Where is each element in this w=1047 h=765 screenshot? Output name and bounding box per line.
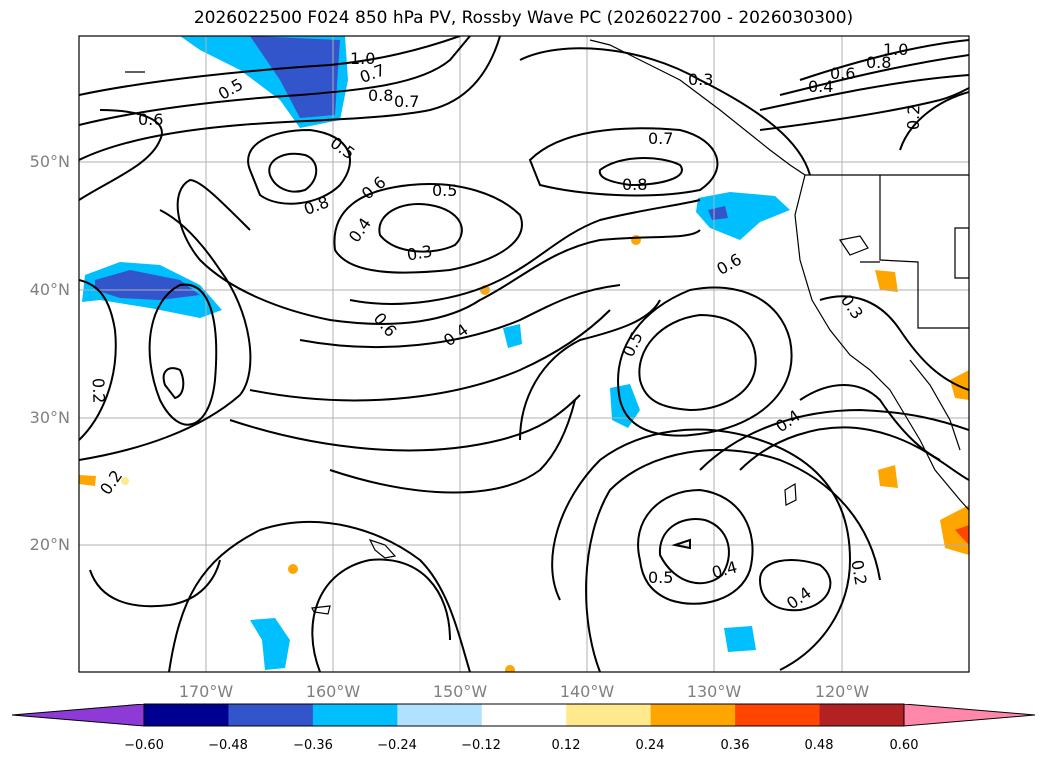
colorbar-tick-label: −0.60 bbox=[124, 738, 164, 753]
contour-label: 0.6 bbox=[138, 110, 163, 129]
contour-label: 0.7 bbox=[648, 129, 673, 148]
contour-label: 0.4 bbox=[808, 77, 833, 96]
lon-label-130w: 130°W bbox=[686, 682, 742, 701]
lon-label-150w: 150°W bbox=[432, 682, 488, 701]
contour-label: 0.2 bbox=[89, 378, 109, 404]
contour-label: 0.8 bbox=[866, 53, 891, 72]
lat-label-20n: 20°N bbox=[29, 535, 70, 554]
colorbar-tick-label: 0.48 bbox=[804, 738, 834, 753]
contour-label: 0.5 bbox=[432, 181, 457, 200]
pv-contours bbox=[79, 36, 969, 672]
lon-label-140w: 140°W bbox=[559, 682, 615, 701]
lon-label-120w: 120°W bbox=[814, 682, 870, 701]
colorbar-tick-label: −0.12 bbox=[461, 738, 501, 753]
lat-label-40n: 40°N bbox=[29, 280, 70, 299]
contour-label: 1.0 bbox=[883, 40, 908, 59]
contour-label: 1.0 bbox=[350, 49, 375, 68]
lon-label-170w: 170°W bbox=[178, 682, 234, 701]
contour-label: 0.3 bbox=[405, 241, 433, 264]
lat-label-30n: 30°N bbox=[29, 408, 70, 427]
lon-label-160w: 160°W bbox=[305, 682, 361, 701]
colorbar-tick-label: 0.60 bbox=[889, 738, 919, 753]
colorbar-tick-label: 0.36 bbox=[720, 738, 750, 753]
colorbar-tick-label: −0.24 bbox=[377, 738, 417, 753]
negative-shading bbox=[82, 36, 790, 670]
contour-label: 0.2 bbox=[847, 558, 870, 586]
coastlines bbox=[125, 39, 969, 615]
contour-label: 0.6 bbox=[830, 64, 855, 83]
colorbar-tick-label: −0.48 bbox=[208, 738, 248, 753]
colorbar-tick-label: −0.36 bbox=[293, 738, 333, 753]
contour-label: 0.8 bbox=[622, 175, 647, 194]
map-title: 2026022500 F024 850 hPa PV, Rossby Wave … bbox=[193, 8, 854, 28]
colorbar-tick-label: 0.12 bbox=[551, 738, 581, 753]
contour-label: 0.8 bbox=[368, 86, 393, 105]
lat-label-50n: 50°N bbox=[29, 152, 70, 171]
contour-label: 0.2 bbox=[904, 104, 924, 130]
contour-label: 0.5 bbox=[648, 568, 673, 587]
contour-label: 0.7 bbox=[394, 92, 419, 111]
colorbar-tick-label: 0.24 bbox=[635, 738, 665, 753]
contour-label: 0.3 bbox=[688, 70, 713, 89]
